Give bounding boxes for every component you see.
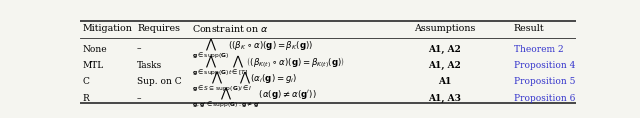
Text: A1, A3: A1, A3 [428,94,461,103]
Text: MTL: MTL [83,61,104,70]
Text: $\bigwedge_{\mathbf{g},\mathbf{g}'\in\mathrm{supp}(\mathbf{G}):\mathbf{g}\neq\ma: $\bigwedge_{\mathbf{g},\mathbf{g}'\in\ma… [191,86,316,110]
Text: Constraint on $\alpha$: Constraint on $\alpha$ [191,23,269,34]
Text: Sup. on C: Sup. on C [137,77,182,86]
Text: R: R [83,94,89,103]
Text: Proposition 4: Proposition 4 [514,61,575,70]
Text: A1: A1 [438,77,451,86]
Text: Theorem 2: Theorem 2 [514,45,564,54]
Text: $\bigwedge_{\mathbf{g}\in\mathrm{supp}(\mathbf{G})}\bigwedge_{t\in[T]}\left((\be: $\bigwedge_{\mathbf{g}\in\mathrm{supp}(\… [191,53,344,78]
Text: Requires: Requires [137,24,180,33]
Text: –: – [137,94,141,103]
Text: Mitigation: Mitigation [83,24,132,33]
Text: Result: Result [514,24,545,33]
Text: $\bigwedge_{\mathbf{g}\in\mathrm{supp}(\mathbf{G})}\left((\beta_K \circ \alpha)(: $\bigwedge_{\mathbf{g}\in\mathrm{supp}(\… [191,37,313,61]
Text: Proposition 6: Proposition 6 [514,94,575,103]
Text: Assumptions: Assumptions [414,24,476,33]
Text: $\bigwedge_{\mathbf{g}\in S\subseteq\mathrm{supp}(\mathbf{G})}\bigwedge_{i\in I}: $\bigwedge_{\mathbf{g}\in S\subseteq\mat… [191,70,296,94]
Text: Tasks: Tasks [137,61,163,70]
Text: None: None [83,45,107,54]
Text: –: – [137,45,141,54]
Text: Proposition 5: Proposition 5 [514,77,575,86]
Text: A1, A2: A1, A2 [428,61,461,70]
Text: A1, A2: A1, A2 [428,45,461,54]
Text: C: C [83,77,90,86]
